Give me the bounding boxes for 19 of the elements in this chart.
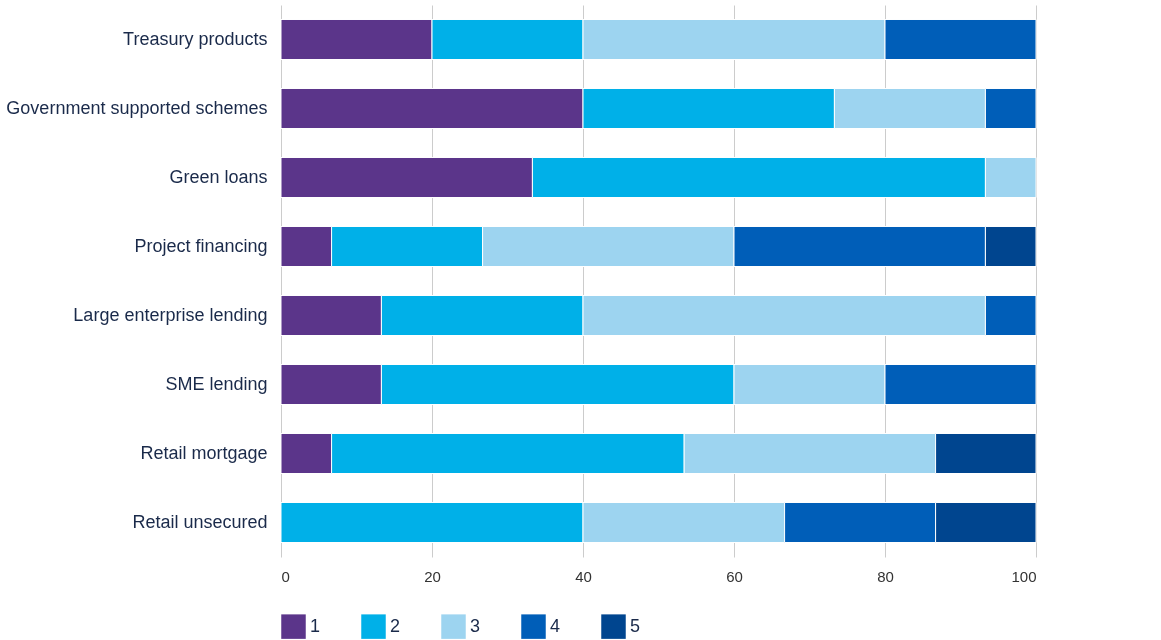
x-tick-label: 20 <box>424 567 441 585</box>
y-tick-label: Project financing <box>134 235 268 256</box>
y-tick-label: Retail unsecured <box>132 511 268 532</box>
legend-label: 3 <box>470 615 481 636</box>
x-tick-label: 40 <box>575 567 592 585</box>
x-tick-label: 80 <box>877 567 894 585</box>
y-tick-label: Treasury products <box>123 28 268 49</box>
y-tick-label: Government supported schemes <box>6 97 268 118</box>
x-tick-label: 100 <box>1011 567 1037 585</box>
x-tick-label: 60 <box>726 567 743 585</box>
x-tick-label: 0 <box>281 567 290 585</box>
legend-label: 2 <box>390 615 401 636</box>
y-tick-label: SME lending <box>165 373 268 394</box>
y-tick-label: Large enterprise lending <box>73 304 268 325</box>
y-tick-label: Retail mortgage <box>140 442 268 463</box>
legend-label: 4 <box>550 615 561 636</box>
legend-label: 5 <box>630 615 641 636</box>
legend-label: 1 <box>310 615 321 636</box>
y-tick-label: Green loans <box>169 166 268 187</box>
